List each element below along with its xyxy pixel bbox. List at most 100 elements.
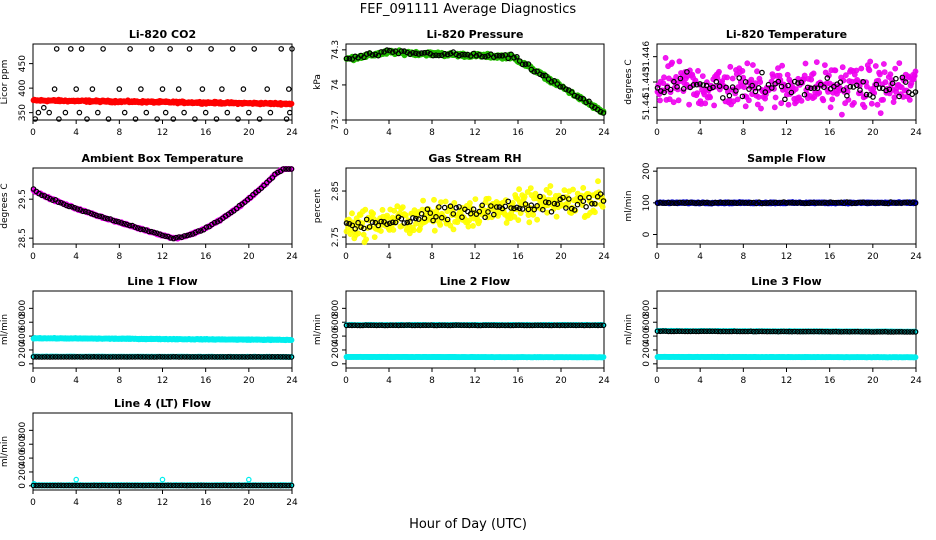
data-point xyxy=(741,84,747,90)
data-point xyxy=(412,50,419,57)
x-tick-label: 8 xyxy=(116,376,122,386)
data-point xyxy=(726,92,733,99)
x-tick-label: 12 xyxy=(469,128,480,138)
data-point xyxy=(788,89,795,96)
data-point xyxy=(89,86,96,92)
data-point xyxy=(546,189,553,196)
data-point xyxy=(410,227,417,234)
data-point xyxy=(476,218,483,225)
data-point xyxy=(442,198,449,205)
x-tick-label: 16 xyxy=(824,128,836,138)
data-point xyxy=(76,109,83,116)
data-series xyxy=(32,46,295,122)
data-point xyxy=(159,86,166,92)
y-tick-label: 2.75 xyxy=(331,227,341,247)
x-tick-label: 8 xyxy=(429,252,435,262)
x-tick-label: 0 xyxy=(30,128,36,138)
data-point xyxy=(827,104,834,111)
data-point xyxy=(861,104,868,110)
data-point xyxy=(246,109,252,116)
data-point xyxy=(863,91,870,98)
data-point xyxy=(839,111,845,118)
data-point xyxy=(363,236,369,243)
x-tick-label: 4 xyxy=(697,128,703,138)
data-point xyxy=(882,79,889,86)
x-tick-label: 24 xyxy=(910,376,922,386)
data-point xyxy=(530,211,537,218)
data-point xyxy=(349,210,355,217)
x-tick-label: 12 xyxy=(157,376,168,386)
y-axis-label: ml/min xyxy=(624,190,634,221)
data-point xyxy=(372,51,379,58)
data-point xyxy=(577,95,584,102)
data-point xyxy=(716,68,722,75)
y-tick-label: 29.5 xyxy=(18,189,28,209)
data-point xyxy=(493,52,500,59)
data-point xyxy=(554,81,561,87)
data-point xyxy=(510,199,516,206)
data-point xyxy=(883,87,889,94)
data-point xyxy=(886,86,893,93)
data-point xyxy=(906,97,913,103)
data-point xyxy=(361,54,367,61)
y-tick-label: 350 xyxy=(18,104,28,121)
y-tick-label: 73.7 xyxy=(331,110,341,130)
data-point xyxy=(858,65,865,72)
data-point xyxy=(378,49,385,55)
data-point xyxy=(739,93,746,100)
data-point xyxy=(346,55,353,62)
plot-frame xyxy=(32,43,293,121)
x-tick-label: 12 xyxy=(781,128,792,138)
data-point xyxy=(768,85,775,91)
y-axis-label: degrees C xyxy=(0,183,10,228)
x-tick-label: 16 xyxy=(824,252,836,262)
data-point xyxy=(192,116,198,122)
data-point xyxy=(860,79,867,85)
data-point xyxy=(199,86,206,92)
data-point xyxy=(570,186,576,193)
data-point xyxy=(116,86,123,92)
data-point xyxy=(742,103,749,110)
data-point xyxy=(740,74,747,81)
x-tick-label: 24 xyxy=(598,128,610,138)
data-point xyxy=(433,52,439,59)
x-tick-label: 0 xyxy=(654,376,660,386)
x-tick-label: 4 xyxy=(73,376,79,386)
data-point xyxy=(671,78,677,85)
data-point xyxy=(804,84,811,91)
x-tick-label: 12 xyxy=(157,128,168,138)
x-tick-label: 4 xyxy=(73,128,79,138)
data-point xyxy=(436,52,442,59)
data-point xyxy=(240,86,247,92)
data-point xyxy=(551,78,558,84)
data-point xyxy=(801,91,808,98)
x-tick-label: 12 xyxy=(157,498,168,508)
data-point xyxy=(391,207,398,214)
data-point xyxy=(472,196,479,202)
x-tick-label: 12 xyxy=(781,252,792,262)
data-point xyxy=(162,109,169,116)
x-tick-label: 4 xyxy=(73,252,79,262)
data-point xyxy=(912,354,919,361)
data-point xyxy=(813,59,820,65)
data-point xyxy=(693,81,700,88)
data-point xyxy=(899,74,906,81)
data-point xyxy=(837,79,844,86)
x-tick-label: 0 xyxy=(343,252,349,262)
data-point xyxy=(490,54,497,60)
data-point xyxy=(716,83,723,90)
data-point xyxy=(219,86,225,92)
data-point xyxy=(912,68,919,75)
data-point xyxy=(362,206,369,213)
data-point xyxy=(711,102,717,109)
data-point xyxy=(746,86,752,92)
x-tick-label: 20 xyxy=(555,376,567,386)
data-point xyxy=(568,89,575,95)
data-point xyxy=(286,109,293,116)
data-point xyxy=(519,61,526,68)
data-point xyxy=(235,116,241,122)
data-point xyxy=(488,51,494,58)
data-point xyxy=(703,82,710,89)
